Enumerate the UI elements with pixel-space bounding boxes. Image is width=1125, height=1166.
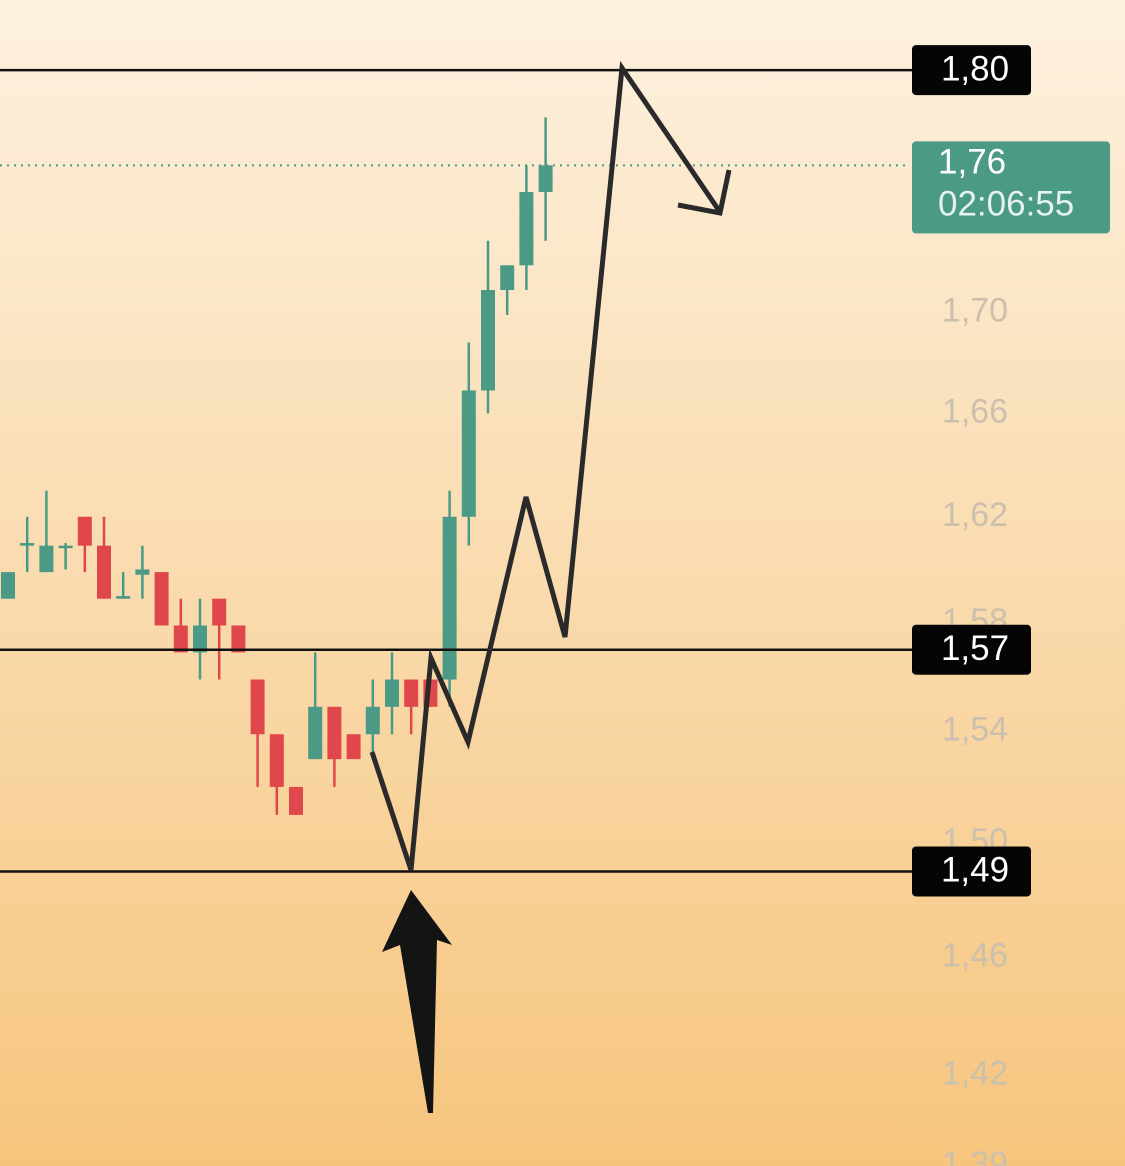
candle-body [231,625,246,653]
countdown: 02:06:55 [938,185,1074,224]
candle-body [500,265,515,291]
candle-body [212,598,227,626]
candle-body [20,543,35,546]
candle-body [39,545,54,573]
level-label: 1,80 [941,49,1009,88]
y-tick-label: 1,39 [942,1145,1008,1166]
candle-body [308,706,323,760]
candle-body [365,706,380,735]
candle-body [327,706,342,760]
level-label: 1,57 [941,629,1009,668]
levels [0,68,912,873]
candles [1,117,553,815]
candle-body [173,625,188,653]
level-label: 1,49 [941,851,1009,890]
price-axis: 1,391,421,461,501,541,581,621,661,70 [942,291,1008,1166]
y-tick-label: 1,66 [942,392,1008,430]
candle-body [135,569,150,575]
drawn-path [369,60,723,871]
level-label-box [912,846,1031,897]
y-tick-label: 1,42 [942,1054,1008,1092]
current-price-label: 1,76 [938,143,1006,182]
candle-body [97,545,111,599]
candle-body [77,516,92,546]
y-tick-label: 1,70 [942,291,1008,329]
candle-body [269,734,284,787]
candle-body [346,734,361,760]
current-price-box [912,141,1110,234]
y-tick-label: 1,54 [942,710,1008,748]
level-label-box [912,624,1031,675]
candle-body [442,516,457,680]
candle-body [116,596,131,599]
big-arrow [382,890,452,1113]
y-tick-label: 1,62 [942,496,1008,534]
candle-body [58,545,73,549]
candle-body [538,165,553,192]
candle-body [519,191,534,266]
drawn-arrowhead [677,169,732,216]
candle-body [404,679,419,707]
candle-body [481,290,495,391]
candle-body [250,679,265,735]
candle-body [289,786,303,815]
candle-body [1,572,15,599]
level-label-box [912,45,1031,96]
y-tick-label: 1,46 [942,937,1008,975]
candle-body [385,679,399,707]
candle-body [154,572,169,626]
candle-body [193,625,207,653]
candle-body [461,390,476,517]
